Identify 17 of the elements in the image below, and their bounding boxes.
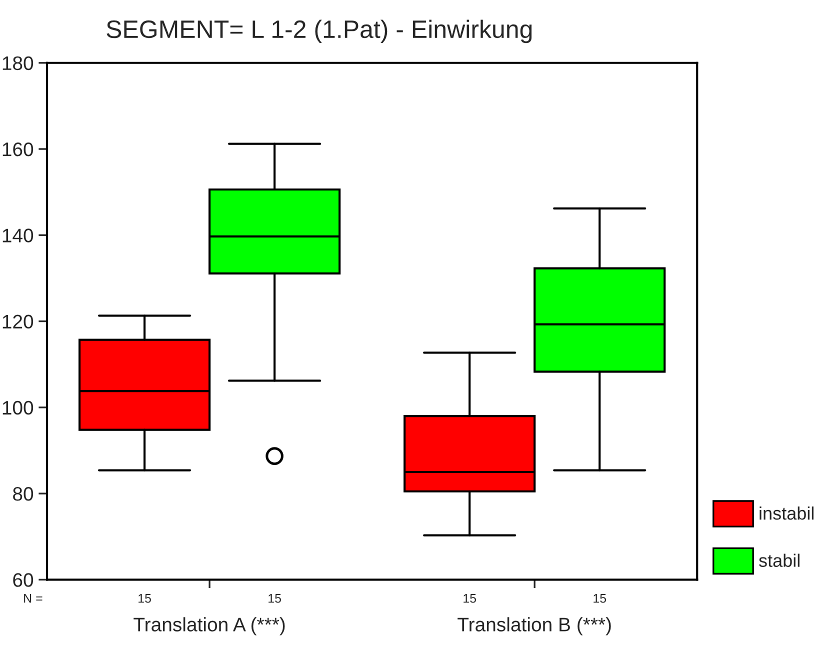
x-tick-label: Translation A (***)	[134, 617, 285, 636]
y-tick-label: 120	[2, 314, 34, 329]
y-tick-label: 80	[13, 487, 34, 501]
legend-label: instabil	[760, 506, 814, 520]
y-tick-label: 60	[13, 573, 34, 587]
legend-label: stabil	[759, 554, 800, 567]
y-tick-label: 180	[2, 56, 34, 70]
text: 15	[138, 594, 151, 603]
y-tick-label: 140	[2, 228, 34, 242]
chart-title: SEGMENT= L 1-2 (1.Pat) - Einwirkung	[106, 20, 532, 44]
text: 15	[268, 594, 281, 603]
text: N =	[24, 594, 42, 603]
y-tick-label: 160	[2, 142, 34, 156]
text: 15	[464, 594, 476, 603]
x-tick-label: Translation B (***)	[458, 617, 611, 636]
text: 15	[594, 594, 606, 603]
y-tick-label: 100	[2, 400, 34, 415]
